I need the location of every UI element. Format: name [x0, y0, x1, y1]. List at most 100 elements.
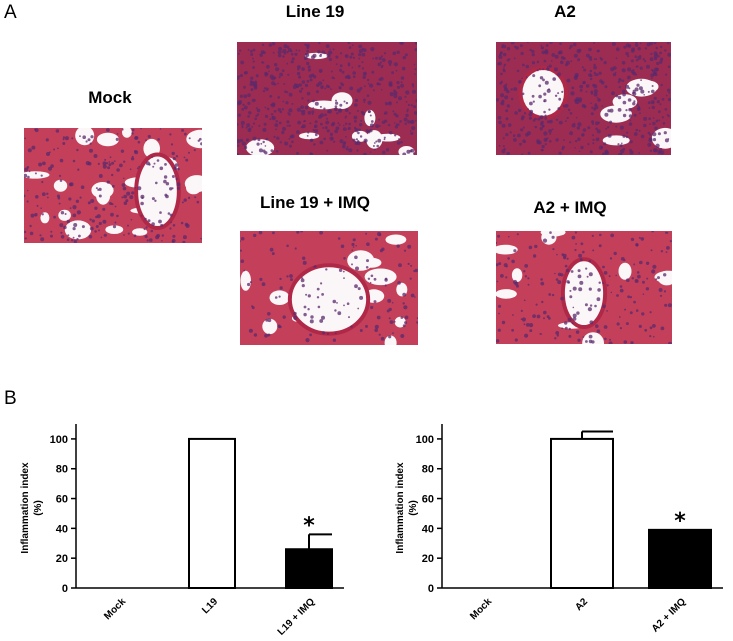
cell-nucleus — [176, 167, 180, 171]
cell-nucleus — [541, 144, 545, 149]
cell-nucleus — [633, 132, 638, 136]
panel-a-letter: A — [4, 2, 17, 23]
cell-nucleus — [182, 240, 186, 243]
cell-nucleus — [615, 274, 617, 277]
mock-micrograph-image — [24, 128, 202, 243]
cell-nucleus — [535, 303, 538, 306]
cell-nucleus — [277, 53, 282, 58]
cell-nucleus — [316, 287, 320, 291]
cell-nucleus — [519, 142, 522, 146]
cell-nucleus — [241, 124, 244, 127]
cell-nucleus — [264, 145, 267, 147]
cell-nucleus — [300, 105, 304, 109]
cell-nucleus — [324, 87, 327, 90]
cell-nucleus — [294, 52, 298, 56]
cell-nucleus — [665, 73, 668, 76]
y-tick-label: 60 — [56, 494, 68, 506]
cell-nucleus — [604, 112, 609, 117]
alveolus-space — [347, 250, 375, 271]
cell-nucleus — [243, 94, 248, 99]
cell-nucleus — [651, 105, 655, 110]
cell-nucleus — [140, 128, 142, 130]
cell-nucleus — [27, 148, 32, 153]
cell-nucleus — [520, 318, 523, 320]
cell-nucleus — [591, 120, 595, 124]
cell-nucleus — [622, 100, 627, 105]
cell-nucleus — [343, 277, 345, 279]
cell-nucleus — [593, 65, 597, 70]
cell-nucleus — [615, 94, 619, 98]
cell-nucleus — [97, 162, 100, 165]
cell-nucleus — [141, 196, 144, 199]
cell-nucleus — [275, 67, 280, 72]
cell-nucleus — [566, 116, 569, 120]
cell-nucleus — [362, 152, 367, 155]
cell-nucleus — [279, 141, 282, 144]
cell-nucleus — [303, 312, 307, 317]
cell-nucleus — [566, 78, 571, 83]
cell-nucleus — [575, 243, 577, 245]
cell-nucleus — [594, 304, 597, 308]
cell-nucleus — [543, 317, 545, 320]
cell-nucleus — [406, 108, 409, 111]
cell-nucleus — [322, 331, 326, 335]
cell-nucleus — [537, 117, 541, 121]
alveolus-space — [394, 316, 406, 328]
cell-nucleus — [593, 92, 598, 97]
cell-nucleus — [536, 60, 540, 64]
cell-nucleus — [320, 282, 323, 285]
cell-nucleus — [623, 340, 628, 344]
cell-nucleus — [311, 113, 314, 115]
cell-nucleus — [293, 315, 298, 320]
cell-nucleus — [531, 94, 535, 98]
cell-nucleus — [112, 225, 117, 229]
cell-nucleus — [89, 218, 92, 221]
cell-nucleus — [273, 135, 276, 138]
cell-nucleus — [116, 214, 119, 218]
cell-nucleus — [550, 60, 553, 62]
cell-nucleus — [66, 238, 70, 241]
cell-nucleus — [643, 116, 648, 121]
cell-nucleus — [503, 87, 508, 92]
cell-nucleus — [526, 42, 529, 44]
cell-nucleus — [580, 145, 584, 150]
cell-nucleus — [556, 253, 558, 256]
cell-nucleus — [271, 102, 276, 106]
cell-nucleus — [385, 148, 390, 152]
cell-nucleus — [87, 201, 91, 205]
cell-nucleus — [507, 257, 510, 260]
cell-nucleus — [384, 101, 389, 106]
cell-nucleus — [412, 89, 416, 94]
cell-nucleus — [637, 55, 642, 60]
cell-nucleus — [378, 333, 381, 336]
cell-nucleus — [111, 173, 114, 177]
cell-nucleus — [384, 284, 387, 287]
cell-nucleus — [359, 295, 364, 300]
cell-nucleus — [123, 234, 125, 236]
cell-nucleus — [615, 57, 618, 60]
cell-nucleus — [539, 76, 544, 80]
x-category-label: L19 — [200, 596, 220, 616]
cell-nucleus — [503, 65, 505, 68]
cell-nucleus — [388, 82, 393, 87]
cell-nucleus — [400, 83, 404, 88]
cell-nucleus — [514, 111, 518, 115]
cell-nucleus — [568, 334, 572, 338]
cell-nucleus — [262, 89, 266, 93]
cell-nucleus — [335, 63, 338, 66]
cell-nucleus — [396, 50, 400, 54]
alveolus-space — [53, 179, 68, 192]
cell-nucleus — [540, 122, 543, 126]
cell-nucleus — [299, 89, 302, 93]
cell-nucleus — [163, 179, 167, 184]
cell-nucleus — [503, 263, 508, 268]
cell-nucleus — [267, 312, 271, 316]
cell-nucleus — [636, 103, 639, 106]
cell-nucleus — [609, 338, 611, 341]
cell-nucleus — [288, 113, 291, 116]
cell-nucleus — [199, 137, 202, 141]
cell-nucleus — [605, 127, 607, 130]
cell-nucleus — [667, 52, 671, 57]
cell-nucleus — [370, 274, 374, 278]
cell-nucleus — [384, 278, 388, 282]
